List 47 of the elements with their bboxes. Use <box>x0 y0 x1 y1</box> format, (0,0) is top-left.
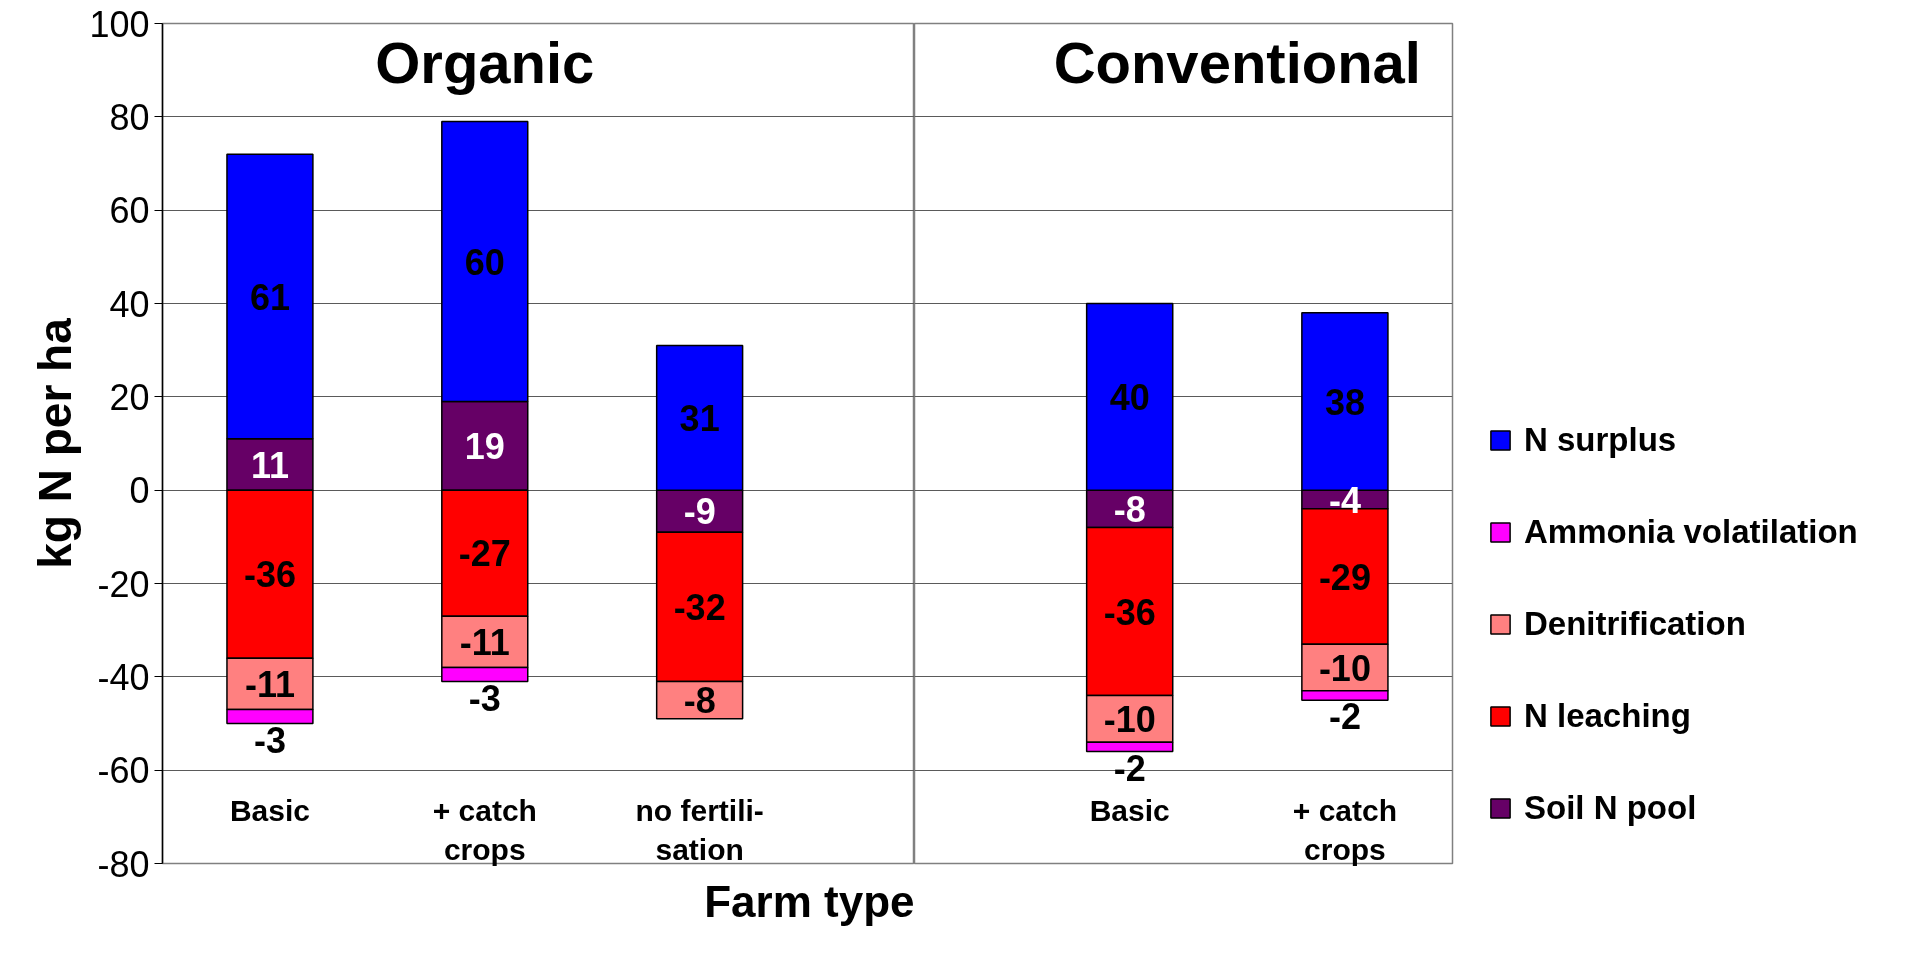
data-label: 11 <box>250 444 289 486</box>
chart-title: Organic <box>375 29 595 95</box>
y-tick-label: -80 <box>97 843 150 885</box>
y-tick-label: 40 <box>109 283 150 325</box>
y-tick-label: 100 <box>89 3 150 45</box>
data-label: 31 <box>679 397 720 439</box>
data-label: -9 <box>683 491 716 533</box>
data-label: -3 <box>468 677 501 719</box>
data-label: -36 <box>1103 591 1156 633</box>
x-axis-title: Farm type <box>704 876 915 926</box>
data-label: 19 <box>464 425 505 467</box>
data-label: -32 <box>673 586 726 628</box>
data-label: -27 <box>458 533 511 575</box>
chart-title: Conventional <box>1053 29 1421 95</box>
y-tick-label: -20 <box>97 563 150 605</box>
data-label: -2 <box>1328 696 1361 738</box>
legend-label: Soil N pool <box>1524 789 1697 827</box>
data-label: -11 <box>244 663 295 705</box>
y-tick-label: 60 <box>109 190 150 232</box>
data-label: 40 <box>1109 376 1150 418</box>
data-label: -29 <box>1318 556 1371 598</box>
legend-label: Denitrification <box>1524 605 1746 643</box>
data-label: -4 <box>1328 479 1361 521</box>
x-tick-label: + catch crops <box>1292 793 1398 867</box>
data-label: -8 <box>683 680 716 722</box>
data-label: -3 <box>253 719 286 761</box>
x-tick-label: Basic <box>229 793 310 827</box>
data-label: -8 <box>1113 488 1146 530</box>
data-label: -10 <box>1103 698 1156 740</box>
data-label: 38 <box>1324 381 1365 423</box>
y-tick-label: -60 <box>97 750 150 792</box>
y-tick-label: 20 <box>109 376 150 418</box>
data-label: -10 <box>1318 647 1371 689</box>
y-tick-label: 80 <box>109 96 150 138</box>
x-tick-label: no fertili- sation <box>635 793 764 867</box>
data-label: 60 <box>464 241 505 283</box>
y-axis-title: kg N per ha <box>29 317 82 569</box>
legend-label: N leaching <box>1524 697 1691 735</box>
legend-label: Ammonia volatilation <box>1524 513 1858 551</box>
y-tick-label: 0 <box>129 470 150 512</box>
data-label: 61 <box>249 276 290 318</box>
x-tick-label: Basic <box>1089 793 1170 827</box>
data-label: -11 <box>459 621 510 663</box>
data-label: -36 <box>243 554 296 596</box>
legend-label: N surplus <box>1524 421 1677 459</box>
y-tick-label: -40 <box>97 656 150 698</box>
x-tick-label: + catch crops <box>432 793 537 867</box>
